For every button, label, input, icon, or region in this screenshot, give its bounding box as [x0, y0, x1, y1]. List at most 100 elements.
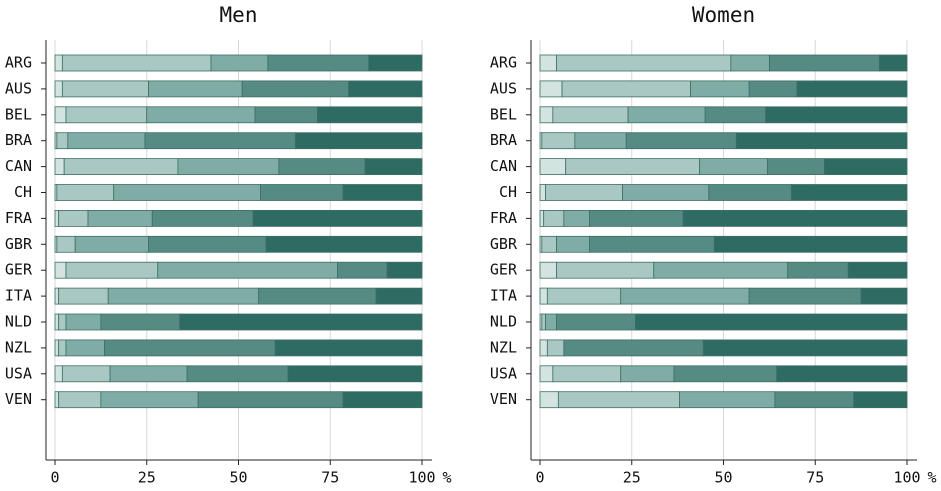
bar-segment: [635, 313, 908, 331]
bar-segment: [824, 158, 908, 176]
bar-segment: [179, 313, 423, 331]
x-axis-label: %: [927, 469, 936, 487]
x-tick-label: 0: [535, 469, 544, 487]
y-tick-label: ARG: [5, 54, 32, 72]
y-tick-label: ARG: [490, 54, 517, 72]
bar-segment: [274, 339, 423, 357]
bar-segment: [364, 158, 423, 176]
bar-segment: [148, 80, 243, 98]
bar-segment: [796, 80, 908, 98]
bar-segment: [54, 391, 60, 409]
bar-segment: [543, 209, 565, 227]
y-tick-label: CAN: [490, 157, 517, 175]
bar-segment: [546, 287, 622, 305]
bar-segment: [545, 184, 623, 201]
bar-segment: [265, 235, 423, 253]
bar-segment: [58, 313, 67, 331]
y-tick-label: ITA: [5, 287, 32, 305]
bar-segment: [197, 391, 344, 409]
bar-segment: [556, 313, 636, 331]
bar-segment: [627, 106, 706, 124]
bar-segment: [787, 261, 849, 279]
bar-segment: [546, 339, 565, 357]
bar-segment: [107, 287, 260, 305]
bar-segment: [552, 106, 629, 124]
y-tick-label: GBR: [490, 235, 518, 253]
bar-segment: [541, 313, 546, 331]
chart-title: Women: [692, 3, 755, 27]
bar-segment: [104, 339, 276, 357]
bar-segment: [54, 365, 63, 383]
bar-segment: [730, 54, 770, 72]
bar-segment: [682, 209, 908, 227]
bar-segment: [287, 365, 423, 383]
bar-segment: [144, 132, 296, 150]
bar-segment: [589, 209, 684, 227]
bar-segment: [54, 158, 65, 176]
y-tick-label: AUS: [5, 79, 32, 97]
x-tick-label: 50: [714, 469, 732, 487]
bar-segment: [620, 365, 675, 383]
bar-segment: [622, 184, 710, 201]
bar-segment: [342, 391, 423, 409]
bar-segment: [56, 184, 115, 201]
bar-segment: [539, 80, 563, 98]
bar-segment: [56, 132, 69, 150]
x-tick-label: 100: [893, 469, 920, 487]
bar-segment: [54, 313, 60, 331]
bar-segment: [54, 287, 60, 305]
bar-segment: [368, 54, 423, 72]
bar-segment: [860, 287, 908, 305]
bar-segment: [735, 132, 908, 150]
bar-segment: [177, 158, 280, 176]
bar-segment: [774, 391, 855, 409]
bar-segment: [146, 106, 256, 124]
bar-segment: [87, 209, 153, 227]
bar-segment: [58, 391, 102, 409]
bar-segment: [673, 365, 778, 383]
bar-segment: [768, 54, 880, 72]
bar-segment: [109, 365, 188, 383]
x-tick-label: 50: [229, 469, 247, 487]
bar-segment: [539, 391, 559, 409]
bar-segment: [556, 54, 732, 72]
bar-segment: [186, 365, 289, 383]
bar-segment: [67, 132, 146, 150]
bar-segment: [702, 339, 908, 357]
bar-segment: [61, 54, 212, 72]
y-tick-label: FRA: [490, 209, 517, 227]
bar-segment: [713, 235, 908, 253]
bar-segment: [748, 80, 798, 98]
bar-segment: [541, 235, 557, 253]
bar-segment: [65, 313, 102, 331]
y-tick-label: GER: [490, 261, 518, 279]
bar-segment: [790, 184, 908, 201]
bar-segment: [58, 339, 67, 357]
bar-segment: [748, 287, 862, 305]
x-tick-label: 25: [138, 469, 156, 487]
bar-segment: [278, 158, 366, 176]
bar-segment: [58, 209, 89, 227]
bar-segment: [65, 106, 148, 124]
bar-segment: [113, 184, 261, 201]
y-tick-label: NLD: [5, 313, 32, 331]
y-tick-label: NZL: [5, 338, 32, 356]
bar-segment: [539, 287, 548, 305]
bar-segment: [241, 80, 349, 98]
bar-segment: [563, 339, 704, 357]
y-tick-label: FRA: [5, 209, 32, 227]
bar-segment: [690, 80, 750, 98]
x-tick-label: 100: [408, 469, 435, 487]
bar-segment: [699, 158, 768, 176]
bar-segment: [539, 209, 545, 227]
bar-segment: [337, 261, 388, 279]
x-tick-label: 0: [50, 469, 59, 487]
bar-segment: [151, 209, 254, 227]
y-tick-label: CH: [14, 183, 32, 201]
bar-segment: [210, 54, 269, 72]
bar-segment: [252, 209, 423, 227]
bar-segment: [294, 132, 423, 150]
bar-segment: [267, 54, 370, 72]
bar-segment: [54, 261, 67, 279]
